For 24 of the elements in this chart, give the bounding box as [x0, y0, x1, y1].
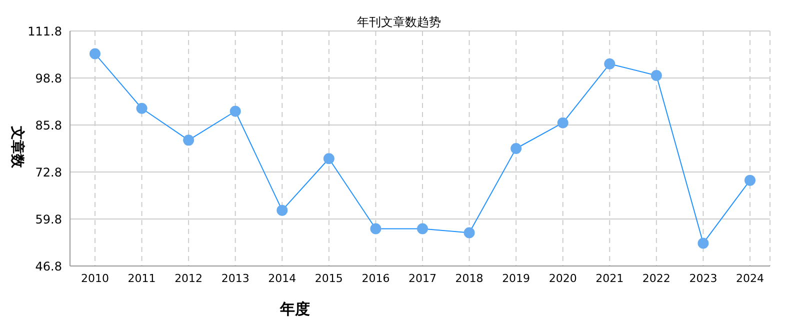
- x-tick-label: 2012: [174, 272, 203, 285]
- x-tick-label: 2019: [502, 272, 530, 285]
- x-tick-label: 2013: [221, 272, 250, 285]
- x-tick-label: 2011: [128, 272, 156, 285]
- y-tick-label: 46.8: [35, 259, 62, 274]
- x-tick-label: 2024: [736, 272, 764, 285]
- x-tick-label: 2016: [362, 272, 390, 285]
- chart-title: 年刊文章数趋势: [357, 15, 441, 29]
- x-tick-label: 2017: [408, 272, 436, 285]
- y-tick-label: 85.8: [35, 118, 62, 132]
- y-tick-label: 72.8: [35, 165, 62, 180]
- y-tick-label: 98.8: [35, 71, 62, 86]
- x-tick-label: 2021: [596, 272, 624, 285]
- y-axis-title: 文章数: [8, 126, 26, 168]
- y-tick-label: 59.8: [35, 212, 62, 226]
- x-tick-label: 2015: [314, 272, 343, 285]
- x-tick-label: 2022: [642, 272, 670, 285]
- x-tick-label: 2018: [455, 272, 484, 285]
- x-axis-title: 年度: [280, 300, 310, 319]
- x-tick-label: 2010: [81, 272, 109, 285]
- x-tick-label: 2014: [268, 272, 296, 285]
- y-tick-label: 111.8: [28, 24, 62, 38]
- x-tick-label: 2023: [689, 272, 718, 285]
- x-tick-label: 2020: [548, 272, 577, 285]
